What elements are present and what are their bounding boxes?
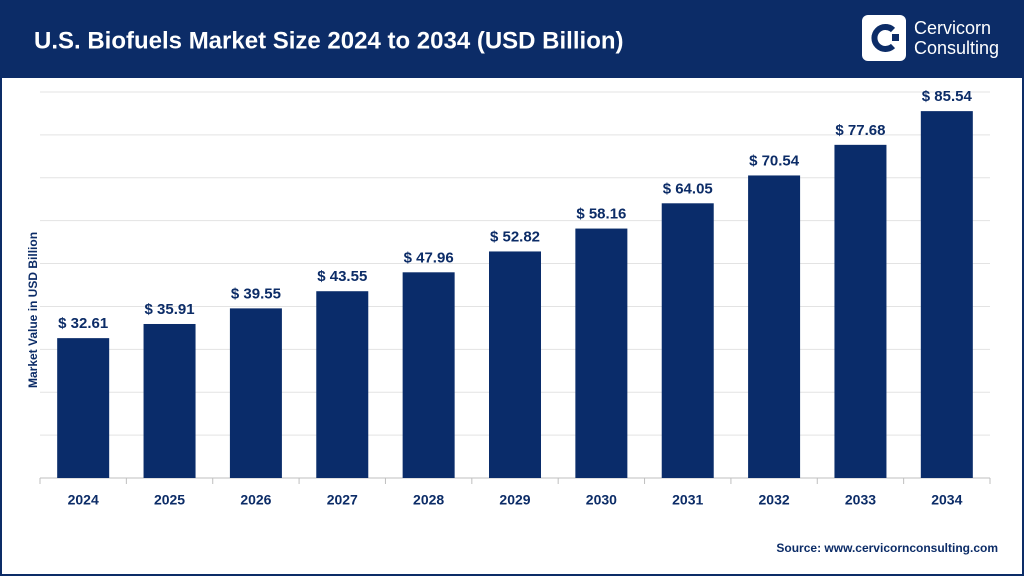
x-tick-label: 2028 [413,492,444,508]
logo-text: Consulting [914,38,999,58]
value-label: $ 85.54 [922,88,973,105]
value-label: $ 77.68 [835,122,885,139]
bar [575,228,628,478]
x-tick-label: 2026 [240,492,271,508]
value-label: $ 52.82 [490,228,540,245]
x-tick-label: 2034 [931,492,962,508]
value-label: $ 47.96 [404,249,454,266]
header [0,0,1024,78]
logo-dot [892,34,899,41]
logo-mark [871,24,896,52]
bar [316,291,369,478]
bar [57,338,110,478]
bar [402,272,455,478]
logo-icon [862,15,906,61]
x-tick-label: 2032 [759,492,790,508]
bar [661,203,714,478]
bar [834,144,887,478]
value-label: $ 58.16 [576,206,626,223]
x-tick-label: 2033 [845,492,876,508]
value-label: $ 43.55 [317,268,367,285]
x-tick-label: 2029 [499,492,530,508]
chart-title: U.S. Biofuels Market Size 2024 to 2034 (… [34,27,624,54]
source: Source: www.cervicornconsulting.com [776,541,998,555]
logo-text: Cervicorn [914,18,991,38]
value-label: $ 39.55 [231,285,281,302]
bar [143,323,196,478]
x-tick-label: 2024 [68,492,99,508]
value-label: $ 35.91 [145,301,195,318]
logo: Cervicorn Consulting [862,15,999,61]
y-axis-label: Market Value in USD Billion [26,232,40,388]
value-label: $ 70.54 [749,152,800,169]
bar [489,251,541,478]
value-label: $ 32.61 [58,315,108,332]
bar [229,308,282,478]
x-tick-label: 2025 [154,492,185,508]
x-tick-label: 2031 [672,492,703,508]
bar [920,111,973,478]
value-label: $ 64.05 [663,180,713,197]
x-tick-label: 2030 [586,492,617,508]
x-tick-label: 2027 [327,492,358,508]
bar [748,175,801,478]
